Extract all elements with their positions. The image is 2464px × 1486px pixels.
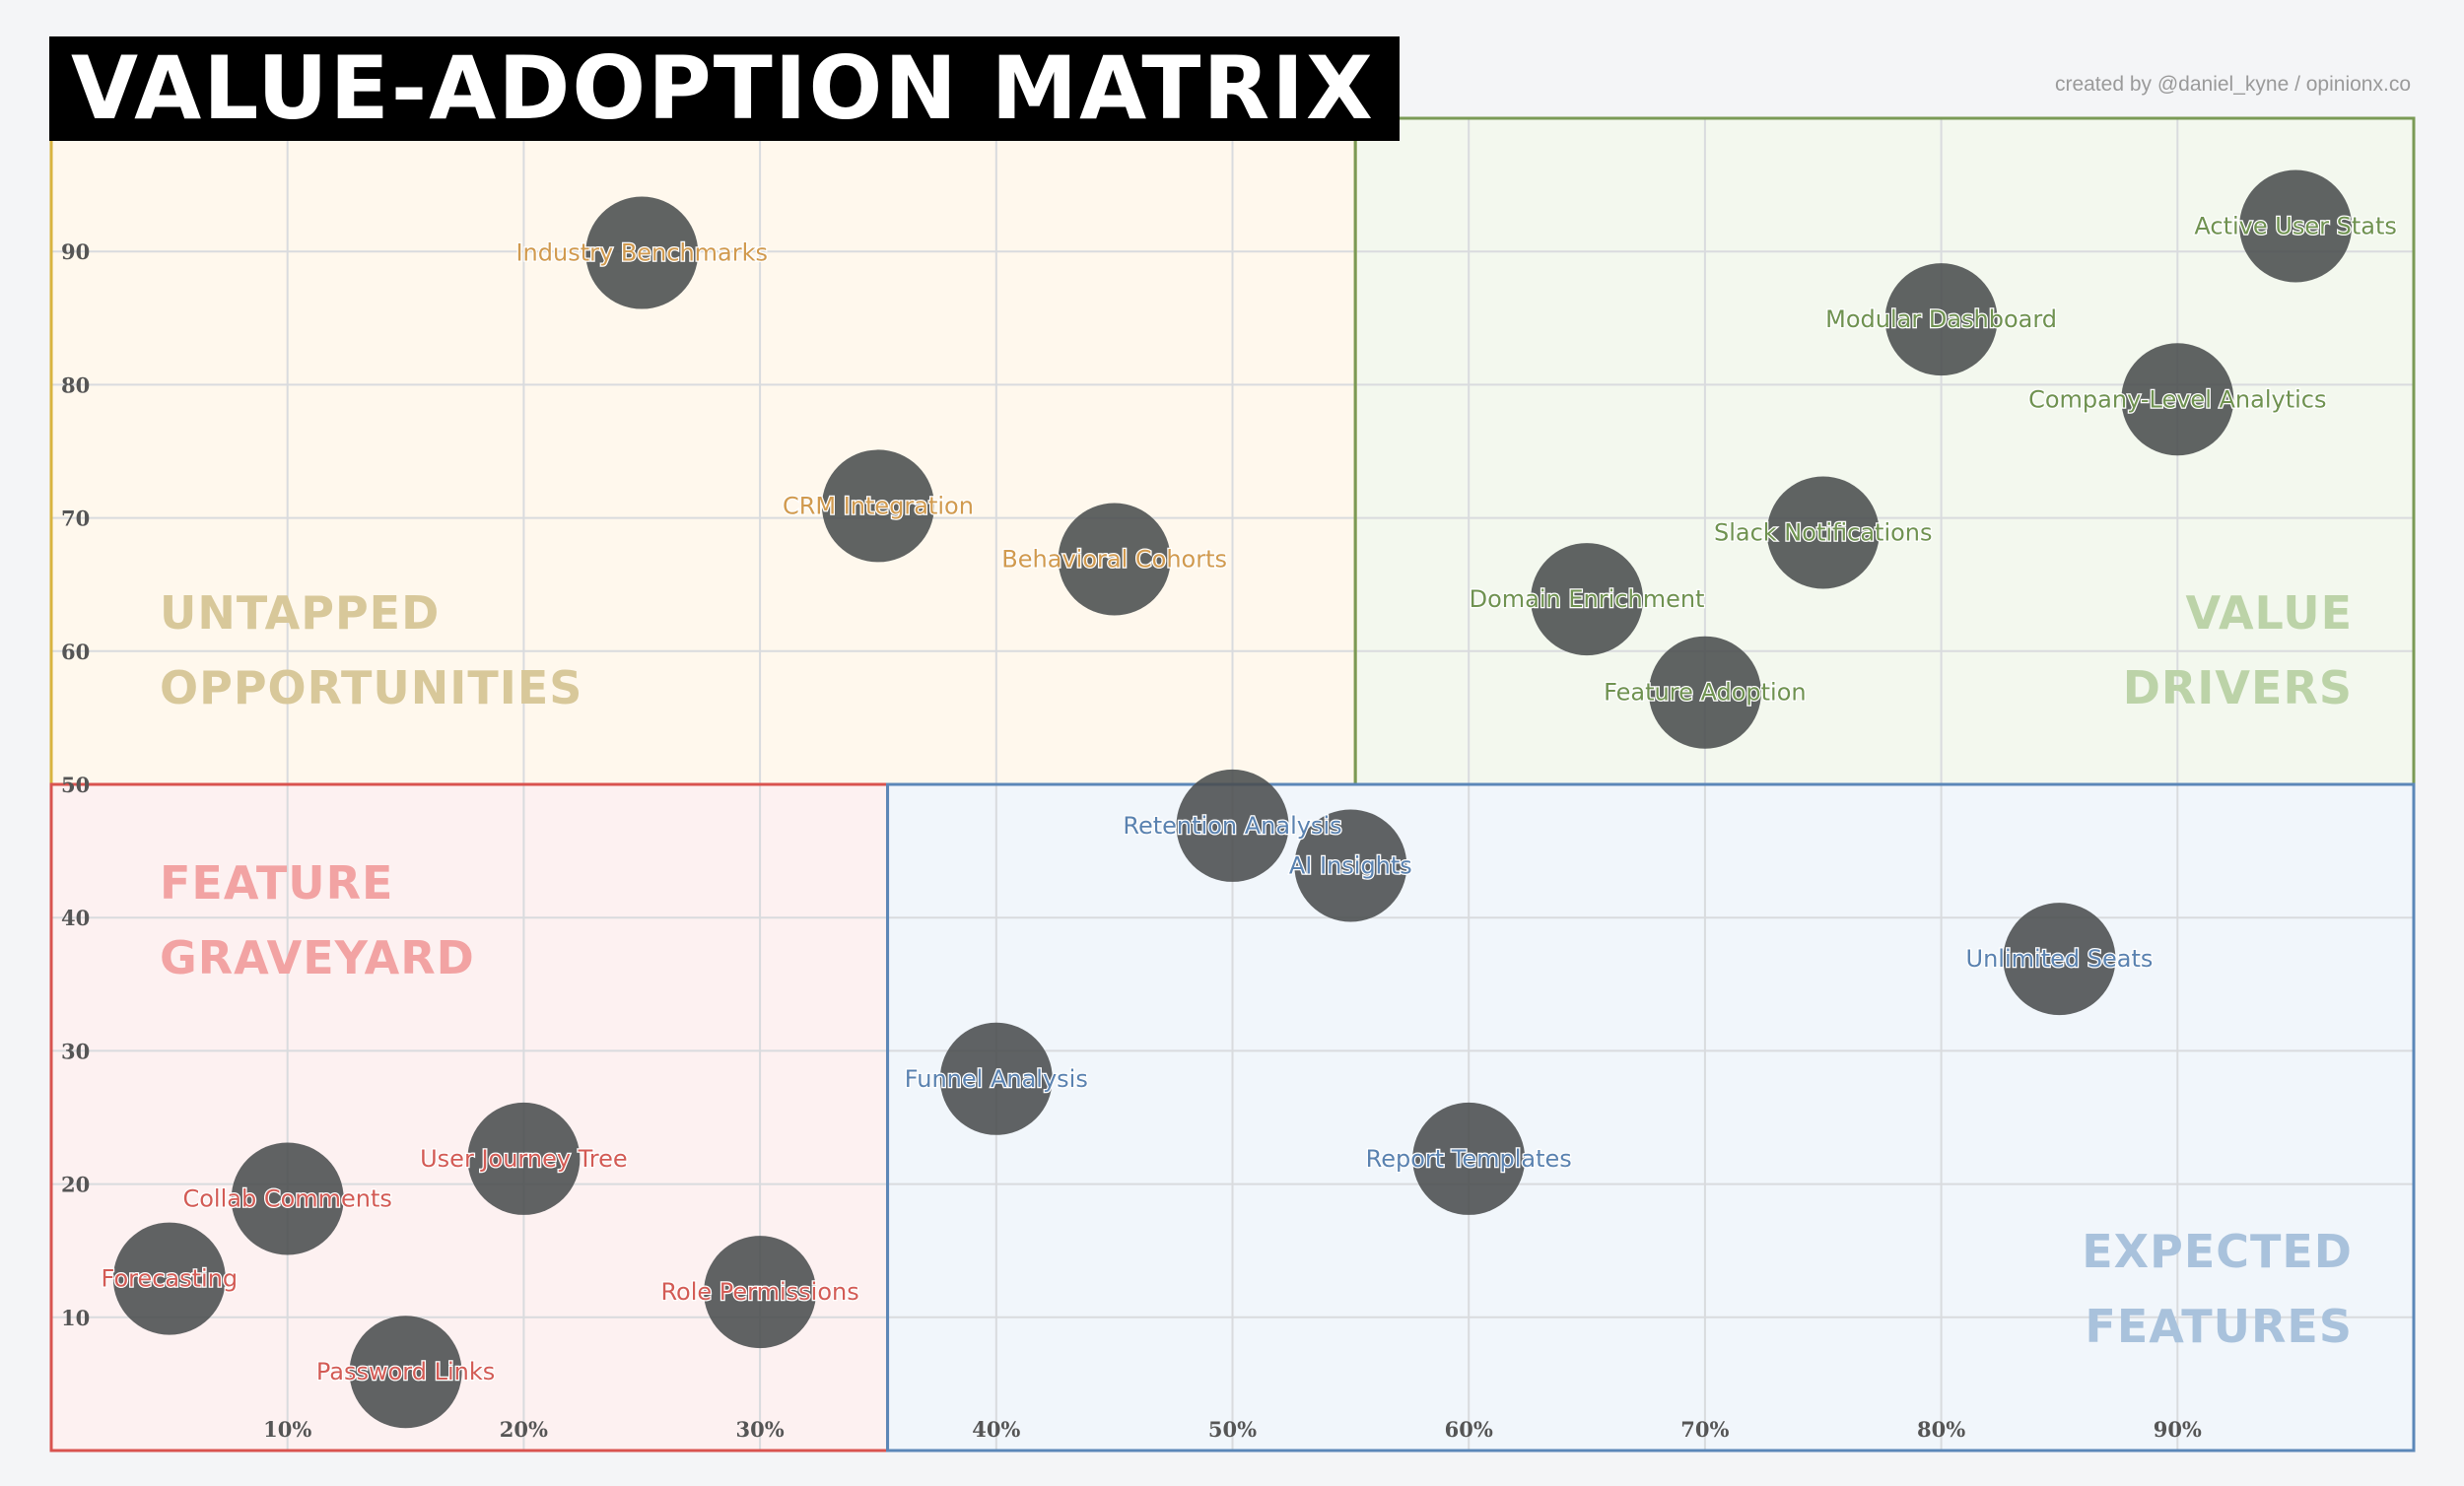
quadrant-label-line: EXPECTED: [2082, 1225, 2353, 1278]
y-tick-label: 70: [61, 507, 90, 531]
quadrant-label-value-drivers: VALUE DRIVERS: [2123, 575, 2353, 725]
data-point: [821, 449, 934, 563]
x-tick-label: 80%: [1917, 1417, 1965, 1442]
data-point-label: Slack Notifications: [1714, 518, 1933, 546]
x-tick-label: 40%: [972, 1417, 1020, 1442]
quadrant-label-line: VALUE: [2185, 586, 2353, 640]
y-tick-label: 50: [61, 773, 90, 797]
quadrant-label-untapped-opportunities: UNTAPPED OPPORTUNITIES: [160, 575, 582, 725]
data-point-label: Funnel Analysis: [905, 1065, 1088, 1093]
data-point-label: User Journey Tree: [420, 1145, 628, 1173]
y-tick-label: 30: [61, 1039, 90, 1063]
x-tick-label: 90%: [2154, 1417, 2202, 1442]
data-point-label: CRM Integration: [783, 492, 974, 519]
y-tick-label: 20: [61, 1173, 90, 1197]
data-point: [231, 1142, 344, 1255]
x-tick-label: 20%: [500, 1417, 548, 1442]
quadrant-value-drivers-fill: [1355, 118, 2414, 784]
data-point-label: Active User Stats: [2194, 213, 2396, 240]
y-tick-label: 40: [61, 906, 90, 930]
quadrant-label-expected-features: EXPECTED FEATURES: [2082, 1214, 2353, 1364]
data-point-label: Unlimited Seats: [1966, 945, 2154, 973]
data-point-label: Password Links: [316, 1358, 495, 1385]
page-title: VALUE-ADOPTION MATRIX: [49, 36, 1400, 141]
data-point-label: Modular Dashboard: [1825, 305, 2057, 333]
quadrant-label-line: UNTAPPED: [160, 586, 441, 640]
data-point: [1058, 503, 1171, 616]
quadrant-label-line: DRIVERS: [2122, 661, 2353, 714]
y-tick-label: 80: [61, 372, 90, 397]
quadrant-label-line: GRAVEYARD: [160, 931, 475, 984]
x-tick-label: 70%: [1680, 1417, 1729, 1442]
data-point: [1412, 1102, 1526, 1215]
data-point: [1294, 809, 1407, 922]
data-point: [704, 1236, 817, 1349]
quadrant-untapped-opportunities-fill: [51, 118, 1356, 784]
data-point-label: Industry Benchmarks: [515, 239, 768, 267]
data-point: [467, 1102, 581, 1215]
data-point: [2003, 903, 2116, 1016]
data-point-label: Role Permissions: [660, 1278, 858, 1306]
y-tick-label: 10: [61, 1306, 90, 1330]
quadrant-label-line: FEATURES: [2085, 1300, 2353, 1353]
data-point: [1176, 769, 1289, 882]
y-tick-label: 60: [61, 640, 90, 664]
credit-text: created by @daniel_kyne / opinionx.co: [2054, 73, 2411, 96]
quadrant-label-line: OPPORTUNITIES: [160, 661, 583, 714]
data-point: [2121, 343, 2234, 456]
x-tick-label: 10%: [263, 1417, 311, 1442]
x-tick-label: 30%: [736, 1417, 785, 1442]
data-point: [585, 196, 699, 309]
data-point-label: Retention Analysis: [1123, 812, 1341, 840]
data-point-label: Behavioral Cohorts: [1001, 546, 1227, 574]
data-point: [349, 1316, 462, 1429]
quadrant-expected-features-border: [886, 782, 2416, 1452]
data-point: [112, 1222, 226, 1335]
x-tick-label: 50%: [1208, 1417, 1257, 1442]
x-tick-label: 60%: [1445, 1417, 1493, 1442]
data-point: [1648, 636, 1761, 749]
data-point: [939, 1022, 1053, 1135]
data-point: [1884, 263, 1998, 376]
quadrant-label-feature-graveyard: FEATURE GRAVEYARD: [160, 845, 475, 995]
data-point-label: Forecasting: [102, 1265, 239, 1293]
data-point: [1766, 476, 1880, 589]
quadrant-label-line: FEATURE: [160, 856, 394, 910]
data-point-label: Company-Level Analytics: [2028, 385, 2326, 413]
data-point: [2239, 169, 2353, 283]
data-point-label: AI Insights: [1289, 851, 1412, 879]
data-point-label: Feature Adoption: [1604, 679, 1806, 707]
quadrant-expected-features-fill: [887, 784, 2414, 1451]
data-point: [1531, 543, 1644, 656]
y-tick-label: 90: [61, 239, 90, 264]
data-point-label: Domain Enrichment: [1470, 585, 1705, 613]
data-point-label: Report Templates: [1366, 1145, 1572, 1173]
data-point-label: Collab Comments: [182, 1184, 391, 1212]
